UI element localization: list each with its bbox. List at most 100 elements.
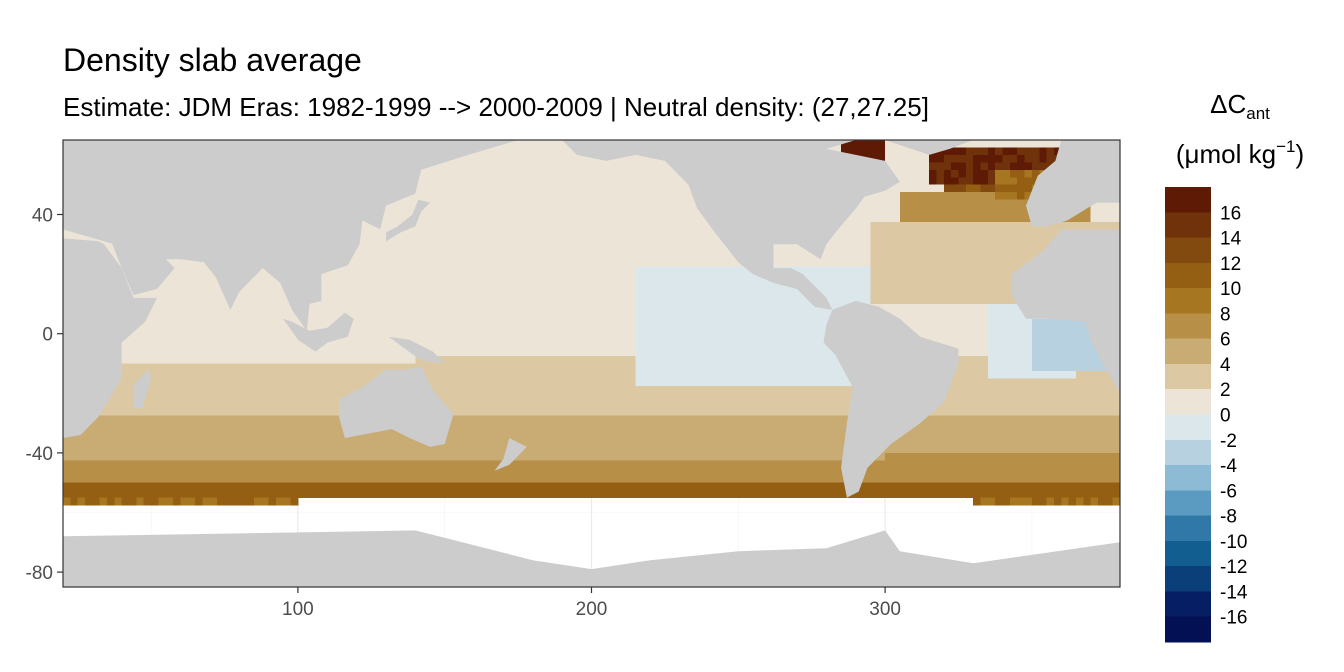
field-cell <box>716 318 725 327</box>
field-cell <box>686 423 695 432</box>
field-cell <box>510 296 519 305</box>
field-cell <box>371 475 380 484</box>
field-cell <box>239 497 248 506</box>
field-cell <box>202 385 211 394</box>
field-cell <box>686 326 695 335</box>
field-cell <box>430 482 438 491</box>
field-cell <box>187 348 196 357</box>
field-cell <box>642 326 651 335</box>
field-cell <box>151 400 159 409</box>
field-cell <box>459 207 468 216</box>
field-cell <box>620 207 629 216</box>
field-cell <box>371 303 380 312</box>
field-cell <box>356 259 365 268</box>
field-cell <box>334 356 343 365</box>
field-cell <box>481 356 490 365</box>
field-cell <box>209 318 218 327</box>
field-cell <box>422 333 431 342</box>
field-cell <box>598 199 607 208</box>
field-cell <box>569 289 578 297</box>
field-cell <box>797 482 805 491</box>
field-cell <box>767 333 776 342</box>
field-cell <box>297 378 306 387</box>
field-cell <box>180 385 189 394</box>
field-cell <box>804 408 813 417</box>
field-cell <box>708 371 717 379</box>
field-cell <box>195 423 203 432</box>
field-cell <box>319 318 328 327</box>
field-cell <box>642 341 651 350</box>
field-cell <box>738 482 747 491</box>
field-cell <box>261 333 270 342</box>
field-cell <box>584 236 593 245</box>
field-cell <box>474 415 482 424</box>
field-cell <box>569 460 578 469</box>
field-cell <box>143 289 152 297</box>
field-cell <box>576 251 585 260</box>
field-cell <box>738 318 747 327</box>
field-cell <box>650 333 659 342</box>
field-cell <box>628 244 637 253</box>
field-cell <box>613 229 622 238</box>
field-cell <box>598 333 607 342</box>
field-cell <box>598 408 607 417</box>
field-cell <box>114 497 123 506</box>
field-cell <box>620 430 629 439</box>
field-cell <box>620 221 629 230</box>
field-cell <box>620 356 629 365</box>
field-cell <box>290 430 299 439</box>
field-cell <box>165 452 174 461</box>
field-cell <box>738 326 747 335</box>
field-cell <box>129 445 137 454</box>
field-cell <box>217 363 225 372</box>
field-cell <box>650 438 659 446</box>
field-cell <box>628 415 637 424</box>
field-cell <box>657 445 666 454</box>
field-cell <box>165 408 174 417</box>
field-cell <box>217 348 225 357</box>
field-cell <box>569 229 578 238</box>
field-cell <box>319 482 328 491</box>
field-cell <box>217 378 225 387</box>
field-cell <box>466 378 475 387</box>
field-cell <box>415 333 424 342</box>
field-cell <box>437 445 446 454</box>
field-cell <box>356 333 365 342</box>
field-cell <box>708 445 717 454</box>
field-cell <box>422 251 431 260</box>
field-cell <box>672 333 681 342</box>
field-cell <box>92 490 101 499</box>
field-cell <box>584 244 593 253</box>
field-cell <box>510 236 519 245</box>
field-cell <box>371 348 380 357</box>
field-cell <box>554 236 563 245</box>
field-cell <box>569 356 578 365</box>
field-cell <box>811 400 820 409</box>
field-cell <box>239 408 248 417</box>
field-cell <box>231 482 240 491</box>
field-cell <box>510 475 519 484</box>
field-cell <box>488 475 497 484</box>
field-cell <box>620 199 629 208</box>
field-cell <box>202 415 211 424</box>
field-cell <box>158 318 167 327</box>
field-cell <box>246 400 255 409</box>
field-cell <box>107 475 115 484</box>
field-cell <box>554 333 563 342</box>
field-cell <box>173 497 181 506</box>
field-cell <box>554 318 563 327</box>
field-cell <box>99 482 108 491</box>
field-cell <box>591 348 600 357</box>
field-cell <box>481 430 490 439</box>
field-cell <box>606 430 615 439</box>
field-cell <box>180 467 189 476</box>
field-cell <box>378 236 387 245</box>
field-cell <box>547 430 556 439</box>
field-cell <box>349 348 358 357</box>
field-cell <box>283 303 292 312</box>
field-cell <box>525 348 534 357</box>
field-cell <box>576 281 585 290</box>
field-cell <box>738 289 747 297</box>
field-cell <box>613 348 622 357</box>
field-cell <box>576 311 585 320</box>
